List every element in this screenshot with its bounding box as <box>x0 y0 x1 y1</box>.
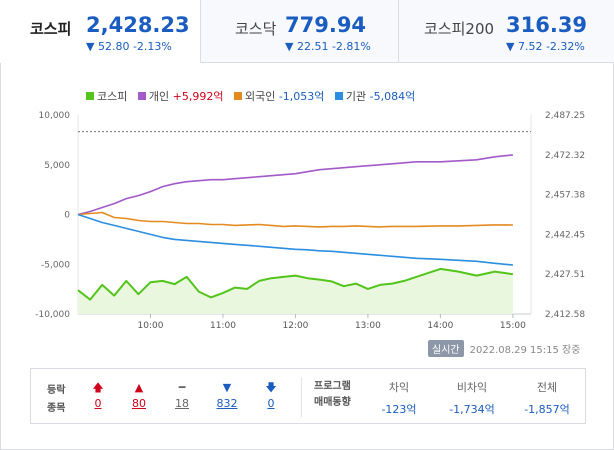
y-left-tick-label: 5,000 <box>44 161 70 171</box>
y-right-tick-label: 2,442.45 <box>545 230 585 240</box>
series-line-institution <box>77 213 513 266</box>
program-header: 전체 <box>536 381 558 394</box>
program-label-1: 프로그램 <box>314 381 351 392</box>
intraday-chart: 10,000 5,000 0 -5,000 -10,000 2,487.25 2,472.3… <box>35 111 585 331</box>
y-right-tick-label: 2,487.25 <box>545 111 585 121</box>
tab-kospi[interactable]: 코스피 2,428.23 ▼ 52.80 -2.13% <box>0 0 201 63</box>
chart-legend: 코스피 개인 +5,992억 외국인 -1,053억 기관 -5,084억 <box>86 88 422 104</box>
realtime-badge: 실시간 <box>428 340 464 357</box>
x-tick-label: 10:00 <box>138 321 164 331</box>
series-line-kospi <box>77 267 514 301</box>
tab-kospi200[interactable]: 코스피200 316.39 ▼ 7.52 -2.32% <box>399 0 614 63</box>
kospi-area <box>78 268 513 314</box>
y-left-tick-label: -10,000 <box>35 310 70 320</box>
timestamp-text: 2022.08.29 15:15 장중 <box>469 345 581 356</box>
legend-item-institution[interactable]: 기관 -5,084억 <box>334 88 416 104</box>
arrow-down-icon: 🡇 <box>265 381 277 394</box>
program-header: 비차익 <box>456 381 488 394</box>
program-header: 차익 <box>388 381 410 394</box>
y-right-tick-label: 2,427.51 <box>545 270 585 280</box>
y-left-tick-label: 0 <box>64 211 70 221</box>
legend-value: -1,053억 <box>278 90 325 103</box>
legend-label: 기관 <box>345 90 367 103</box>
program-label-2: 매매동향 <box>314 397 351 408</box>
x-tick-label: 15:00 <box>500 321 526 331</box>
count-flat[interactable]: ━ 18 <box>165 369 199 410</box>
tab-name: 코스닥 <box>235 20 277 38</box>
x-tick-label: 14:00 <box>427 321 453 331</box>
legend-item-individual[interactable]: 개인 +5,992억 <box>137 88 224 104</box>
advance-decline-counts: 🡅 0 ▲ 80 ━ 18 ▼ 832 🡇 0 <box>81 369 321 425</box>
tab-change: ▼ 22.51 -2.81% <box>285 40 371 53</box>
tab-name: 코스피200 <box>424 20 495 38</box>
legend-label: 개인 <box>148 90 170 103</box>
count-fall[interactable]: ▼ 832 <box>210 369 244 410</box>
y-right-tick-label: 2,412.58 <box>545 310 585 320</box>
legend-swatch <box>334 92 343 100</box>
program-arbitrage: 차익 -123억 <box>359 379 439 417</box>
divider <box>301 377 302 417</box>
y-right-tick-label: 2,472.32 <box>545 151 585 161</box>
legend-label: 코스피 <box>97 90 128 103</box>
legend-label: 외국인 <box>244 90 276 103</box>
count-value[interactable]: 0 <box>267 397 275 410</box>
x-tick-label: 12:00 <box>282 321 308 331</box>
count-value[interactable]: 80 <box>132 397 146 410</box>
index-tabs: 코스피 2,428.23 ▼ 52.80 -2.13% 코스닥 779.94 ▼… <box>0 0 614 63</box>
tab-change: ▼ 52.80 -2.13% <box>86 40 172 53</box>
program-value: -1,857억 <box>524 403 570 416</box>
count-value[interactable]: 832 <box>216 397 238 410</box>
triangle-down-icon: ▼ <box>222 381 232 394</box>
realtime-stamp: 실시간 2022.08.29 15:15 장중 <box>428 340 580 357</box>
advance-decline-label-2: 종목 <box>47 403 66 414</box>
legend-swatch <box>137 92 146 100</box>
count-value[interactable]: 0 <box>94 397 102 410</box>
x-tick-label: 13:00 <box>355 321 381 331</box>
count-lower-limit[interactable]: 🡇 0 <box>254 369 288 410</box>
triangle-up-icon: ▲ <box>134 381 144 394</box>
y-right-tick-label: 2,457.38 <box>545 191 585 201</box>
series-line-individual <box>77 154 513 216</box>
program-total: 전체 -1,857억 <box>507 379 587 417</box>
tab-value: 2,428.23 <box>86 13 190 37</box>
legend-swatch <box>233 92 242 100</box>
legend-item-kospi[interactable]: 코스피 <box>86 88 127 104</box>
program-non-arbitrage: 비차익 -1,734억 <box>432 379 512 417</box>
tab-value: 316.39 <box>506 13 588 37</box>
tab-name: 코스피 <box>30 20 72 38</box>
tab-kosdaq[interactable]: 코스닥 779.94 ▼ 22.51 -2.81% <box>201 0 399 63</box>
program-trading-label: 프로그램 매매동향 <box>314 379 351 411</box>
count-value[interactable]: 18 <box>175 397 189 410</box>
legend-value: +5,992억 <box>172 90 224 103</box>
legend-item-foreign[interactable]: 외국인 -1,053억 <box>233 88 325 104</box>
x-tick-label: 11:00 <box>210 321 236 331</box>
series-line-foreign <box>77 211 513 228</box>
advance-decline-label: 등락 <box>47 385 66 396</box>
dash-icon: ━ <box>178 381 186 394</box>
program-value: -1,734억 <box>449 403 495 416</box>
y-left-tick-label: 10,000 <box>39 111 71 121</box>
arrow-up-icon: 🡅 <box>92 381 104 394</box>
legend-value: -5,084억 <box>369 90 416 103</box>
program-value: -123억 <box>381 403 417 416</box>
tab-value: 779.94 <box>285 13 367 37</box>
count-rise[interactable]: ▲ 80 <box>122 369 156 410</box>
y-left-tick-label: -5,000 <box>41 260 70 270</box>
legend-swatch <box>86 92 94 100</box>
count-upper-limit[interactable]: 🡅 0 <box>81 369 115 410</box>
market-summary: 등락 종목 🡅 0 ▲ 80 ━ 18 ▼ 832 🡇 0 프로그램 매매동향 … <box>30 368 586 424</box>
tab-change: ▼ 7.52 -2.32% <box>506 40 585 53</box>
